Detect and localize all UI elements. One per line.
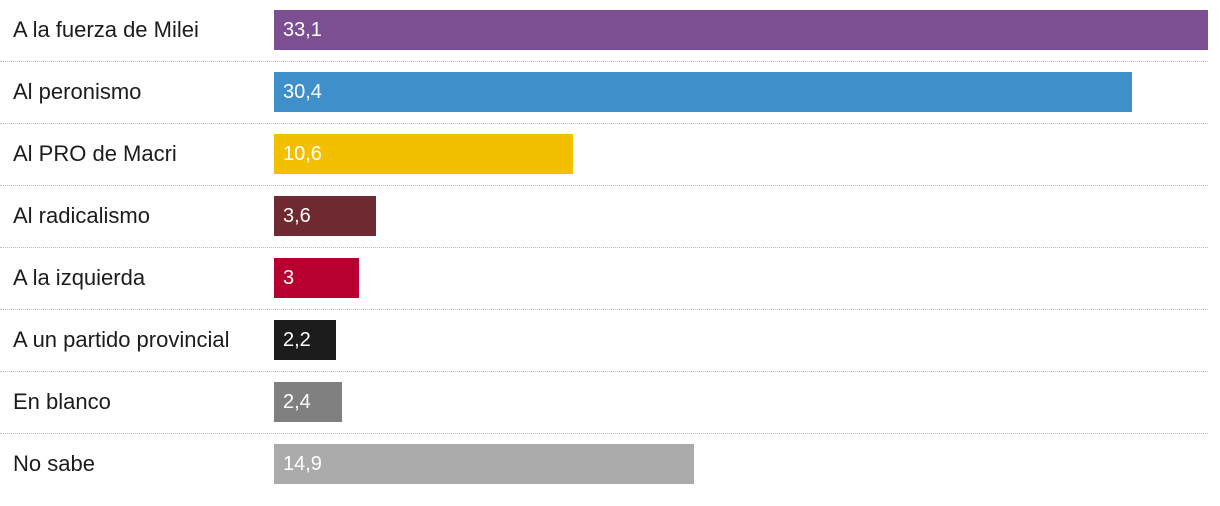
horizontal-bar-chart: A la fuerza de Milei 33,1 Al peronismo 30,4…	[0, 10, 1208, 484]
bar-row: En blanco 2,4	[0, 382, 1208, 444]
bar-row: Al PRO de Macri 10,6	[0, 134, 1208, 196]
bar: 2,2	[274, 320, 336, 360]
bar-value-label: 2,4	[283, 391, 311, 413]
bar-row: A un partido provincial 2,2	[0, 320, 1208, 382]
category-label: Al radicalismo	[13, 203, 150, 228]
category-label: A la izquierda	[13, 265, 146, 290]
row-divider	[0, 433, 1208, 434]
bar-value-label: 10,6	[283, 143, 322, 165]
category-label: En blanco	[13, 389, 111, 414]
row-divider	[0, 309, 1208, 310]
bar: 33,1	[274, 10, 1208, 50]
bar-row: Al radicalismo 3,6	[0, 196, 1208, 258]
bar-row: A la fuerza de Milei 33,1	[0, 10, 1208, 72]
row-divider	[0, 371, 1208, 372]
bar-row: No sabe 14,9	[0, 444, 1208, 506]
bar: 14,9	[274, 444, 694, 484]
bar-value-label: 2,2	[283, 329, 311, 351]
category-label: No sabe	[13, 451, 95, 476]
bar: 30,4	[274, 72, 1132, 112]
bar-value-label: 33,1	[283, 19, 322, 41]
row-divider	[0, 185, 1208, 186]
bar-row: A la izquierda 3	[0, 258, 1208, 320]
bar: 10,6	[274, 134, 573, 174]
row-divider	[0, 61, 1208, 62]
category-label: A un partido provincial	[13, 327, 230, 352]
bar: 3	[274, 258, 359, 298]
category-label: A la fuerza de Milei	[13, 17, 199, 42]
bar-value-label: 3	[283, 267, 295, 289]
bar-row: Al peronismo 30,4	[0, 72, 1208, 134]
category-label: Al PRO de Macri	[13, 141, 177, 166]
bar-value-label: 3,6	[283, 205, 311, 227]
bar-value-label: 14,9	[283, 453, 322, 475]
row-divider	[0, 247, 1208, 248]
bar-value-label: 30,4	[283, 81, 322, 103]
bar: 3,6	[274, 196, 376, 236]
category-label: Al peronismo	[13, 79, 142, 104]
row-divider	[0, 123, 1208, 124]
bar: 2,4	[274, 382, 342, 422]
